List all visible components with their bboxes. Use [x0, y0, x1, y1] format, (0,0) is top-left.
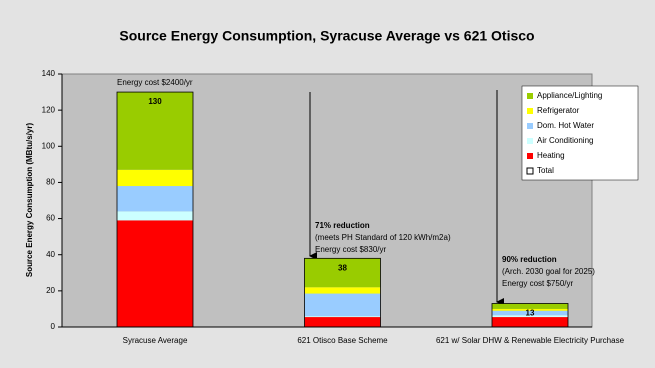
- annotation: 71% reduction: [315, 221, 370, 230]
- x-tick-label: 621 Otisco Base Scheme: [297, 336, 388, 345]
- legend-swatch: [527, 138, 533, 144]
- y-tick-label: 100: [42, 141, 56, 150]
- bar-segment: [117, 220, 193, 327]
- total-label: 130: [148, 97, 162, 106]
- y-tick-label: 40: [46, 250, 55, 259]
- bar-segment: [304, 293, 381, 317]
- legend-swatch: [527, 123, 533, 129]
- chart-title: Source Energy Consumption, Syracuse Aver…: [119, 28, 534, 44]
- bar-segment: [492, 308, 568, 311]
- annotation: 90% reduction: [502, 255, 557, 264]
- legend-swatch: [527, 93, 533, 99]
- legend-label: Total: [537, 166, 554, 175]
- y-tick-label: 0: [51, 322, 56, 331]
- x-label-box: 621 Otisco Base Scheme: [297, 336, 388, 345]
- legend-swatch: [527, 153, 533, 159]
- x-label-box: Syracuse Average: [122, 336, 188, 345]
- bar-segment: [117, 211, 193, 221]
- legend: [521, 85, 639, 181]
- y-tick-label: 140: [42, 69, 56, 78]
- legend-swatch: [527, 108, 533, 114]
- x-tick-label: 621 w/ Solar DHW & Renewable Electricity…: [435, 336, 625, 345]
- legend-label: Appliance/Lighting: [537, 91, 602, 100]
- bar-segment: [492, 303, 568, 309]
- y-tick-label: 60: [46, 214, 55, 223]
- bar-segment: [304, 258, 381, 288]
- legend-label: Heating: [537, 151, 565, 160]
- total-label: 13: [526, 309, 535, 318]
- bar-segment: [492, 310, 568, 316]
- y-tick-label: 80: [46, 178, 55, 187]
- y-tick-label: 120: [42, 105, 56, 114]
- annotation: Energy cost $2400/yr: [117, 78, 193, 87]
- annotation: (meets PH Standard of 120 kWh/m2a): [315, 233, 451, 242]
- annotation: (Arch. 2030 goal for 2025): [502, 267, 595, 276]
- y-axis-label: Source Energy Consumption (MBtu/s/yr): [25, 123, 34, 278]
- bar-segment: [492, 315, 568, 318]
- bar-segment: [304, 317, 381, 327]
- x-tick-label: Syracuse Average: [122, 336, 188, 345]
- legend-label: Air Conditioning: [537, 136, 593, 145]
- bar-segment: [492, 317, 568, 327]
- annotation: Energy cost $750/yr: [502, 279, 573, 288]
- legend-label: Refrigerator: [537, 106, 580, 115]
- annotation: Energy cost $830/yr: [315, 245, 386, 254]
- y-tick-label: 20: [46, 286, 55, 295]
- legend-label: Dom. Hot Water: [537, 121, 594, 130]
- bar-segment: [117, 169, 193, 187]
- legend-swatch: [526, 167, 534, 175]
- total-label: 38: [338, 263, 347, 272]
- bar-segment: [304, 287, 381, 294]
- bar-segment: [304, 316, 381, 318]
- bar-segment: [117, 92, 193, 170]
- bar-segment: [117, 186, 193, 212]
- x-label-box: 621 w/ Solar DHW & Renewable Electricity…: [435, 336, 625, 345]
